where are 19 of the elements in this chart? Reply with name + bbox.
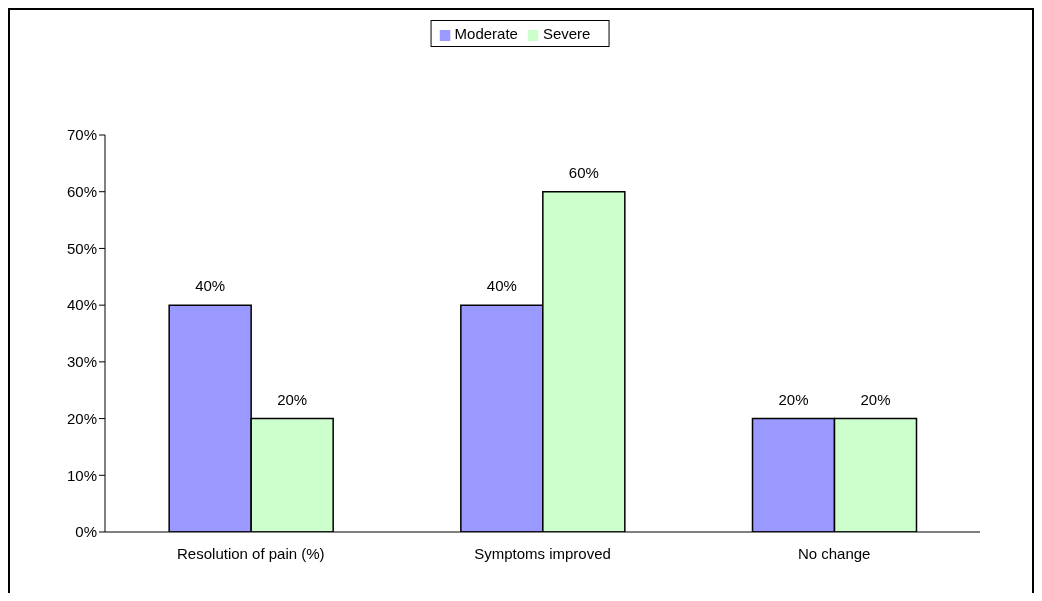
y-tick-label: 70% xyxy=(66,126,97,144)
y-tick-label: 10% xyxy=(66,466,97,484)
y-tick-label: 30% xyxy=(66,353,97,371)
data-label: 60% xyxy=(568,163,599,181)
x-tick-label: Resolution of pain (%) xyxy=(177,544,325,562)
data-label: 20% xyxy=(277,390,308,408)
legend-label: Severe xyxy=(542,25,591,42)
x-tick-label: Symptoms improved xyxy=(474,544,611,562)
y-tick-label: 60% xyxy=(66,183,97,201)
legend-label: Moderate xyxy=(454,25,518,42)
data-label: 40% xyxy=(486,277,517,295)
data-label: 20% xyxy=(860,390,891,408)
y-tick-label: 20% xyxy=(66,409,97,427)
x-tick-label: No change xyxy=(797,544,871,562)
y-tick-label: 50% xyxy=(66,239,97,257)
data-label: 40% xyxy=(195,277,226,295)
y-tick-label: 40% xyxy=(66,296,97,314)
data-label: 20% xyxy=(778,390,809,408)
y-tick-label: 0% xyxy=(75,523,97,541)
